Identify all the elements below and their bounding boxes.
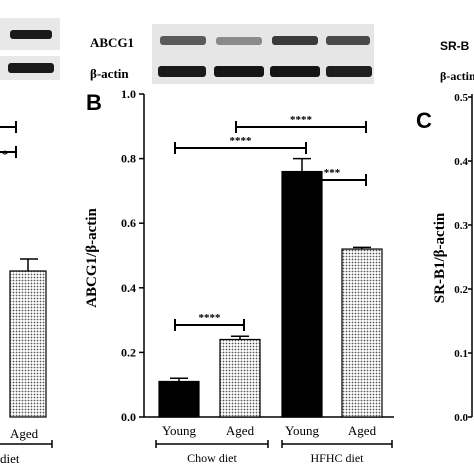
panel-b-category-label: Young [162, 423, 197, 438]
panel-b-letter: B [86, 90, 102, 115]
panel-a: * Aged diet [0, 18, 60, 466]
panel-b: B ABCG1/β-actin 0.00.20.40.60.81.0 *****… [84, 87, 394, 465]
panel-b-category-label: Aged [348, 423, 377, 438]
panel-b-blot-band-8 [326, 66, 372, 77]
panel-c-y-tick-label: 0.5 [454, 92, 468, 104]
panel-a-significance-label: * [2, 147, 8, 161]
panel-b-significance-label: **** [199, 312, 222, 324]
panel-b-x-labels: Young Aged Young Aged [162, 423, 377, 438]
panel-a-bar-aged [9, 270, 47, 418]
panel-b-blot-band-2 [216, 37, 262, 45]
panel-b-blots: ABCG1 β-actin [90, 24, 374, 84]
panel-b-significance-label: *** [324, 167, 341, 179]
panel-b-category-label: Young [285, 423, 320, 438]
panel-c-letter: C [416, 108, 432, 133]
panel-b-y-tick-label: 0.4 [121, 281, 136, 295]
panel-b-blot-label-1: ABCG1 [90, 35, 134, 50]
panel-b-category-label: Aged [226, 423, 255, 438]
panel-b-bar [219, 338, 261, 418]
panel-b-significance: *************** [174, 114, 367, 331]
panel-c-blot-label-2: β-actin [440, 69, 474, 83]
panel-a-category-label: Aged [10, 426, 39, 441]
panel-b-ylabel: ABCG1/β-actin [84, 208, 100, 308]
panel-b-y-ticks: 0.0 0.2 0.4 0.6 0.8 1.0 [121, 87, 144, 424]
panel-b-y-tick-label: 0.8 [121, 152, 136, 166]
panel-b-significance-label: **** [290, 114, 313, 126]
panel-b-blot-label-2: β-actin [90, 66, 129, 81]
panel-c-y-tick-label: 0.0 [454, 412, 468, 424]
panel-b-significance-label: **** [230, 135, 253, 147]
panel-b-y-tick-label: 0.2 [121, 345, 136, 359]
panel-b-bars [158, 157, 383, 418]
panel-c-ylabel: SR-B1/β-actin [432, 212, 448, 303]
panel-a-blot-band [10, 30, 52, 39]
panel-b-group-label-chow: Chow diet [187, 451, 237, 465]
panel-b-blot-band-3 [272, 36, 318, 45]
panel-b-bar [281, 170, 323, 418]
panel-b-y-tick-label: 1.0 [121, 87, 136, 101]
panel-c-y-ticks: 0.0 0.1 0.2 0.3 0.4 0.5 [454, 92, 472, 424]
panel-b-bar [158, 380, 200, 418]
panel-a-group-label: diet [0, 451, 20, 466]
panel-b-blot-band-7 [270, 66, 320, 77]
panel-c-blot-label-1: SR-B [440, 39, 470, 53]
panel-b-blot-band-5 [158, 66, 206, 77]
panel-c: SR-B β-actin C SR-B1/β-actin 0.00.10.20.… [416, 39, 474, 424]
panel-c-y-tick-label: 0.1 [454, 348, 468, 360]
panel-b-blot-band-4 [326, 36, 370, 45]
panel-a-blot-band [8, 63, 54, 73]
panel-c-y-tick-label: 0.3 [454, 220, 468, 232]
panel-b-bar [341, 248, 383, 418]
panel-b-blot-band-6 [214, 66, 264, 77]
panel-b-group-label-hfhc: HFHC diet [310, 451, 364, 465]
panel-b-y-tick-label: 0.6 [121, 216, 136, 230]
panel-c-y-tick-label: 0.4 [454, 156, 468, 168]
panel-b-blot-band-1 [160, 36, 206, 45]
panel-b-y-tick-label: 0.0 [121, 410, 136, 424]
panel-c-y-tick-label: 0.2 [454, 284, 468, 296]
